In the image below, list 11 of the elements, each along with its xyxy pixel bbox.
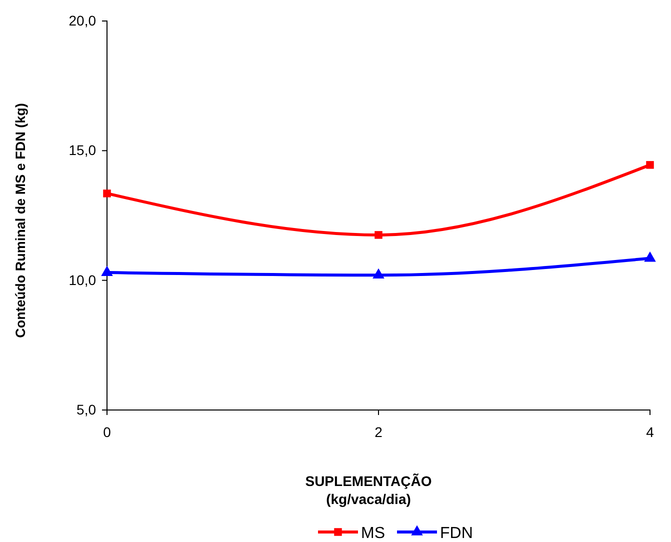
y-tick-label: 10,0: [68, 272, 96, 288]
x-axis-title: SUPLEMENTAÇÃO (kg/vaca/dia): [305, 473, 432, 507]
x-tick-label: 4: [646, 424, 654, 440]
y-tick-label: 5,0: [76, 401, 96, 418]
x-tick-label: 2: [374, 424, 383, 440]
legend-label: FDN: [440, 525, 473, 542]
legend-label: MS: [361, 525, 385, 542]
y-tick-label: 20,0: [68, 12, 96, 28]
y-axis-title: Conteúdo Ruminal de MS e FDN (kg): [13, 103, 28, 338]
y-tick-label: 15,0: [68, 142, 96, 158]
x-tick-label: 0: [103, 424, 112, 440]
